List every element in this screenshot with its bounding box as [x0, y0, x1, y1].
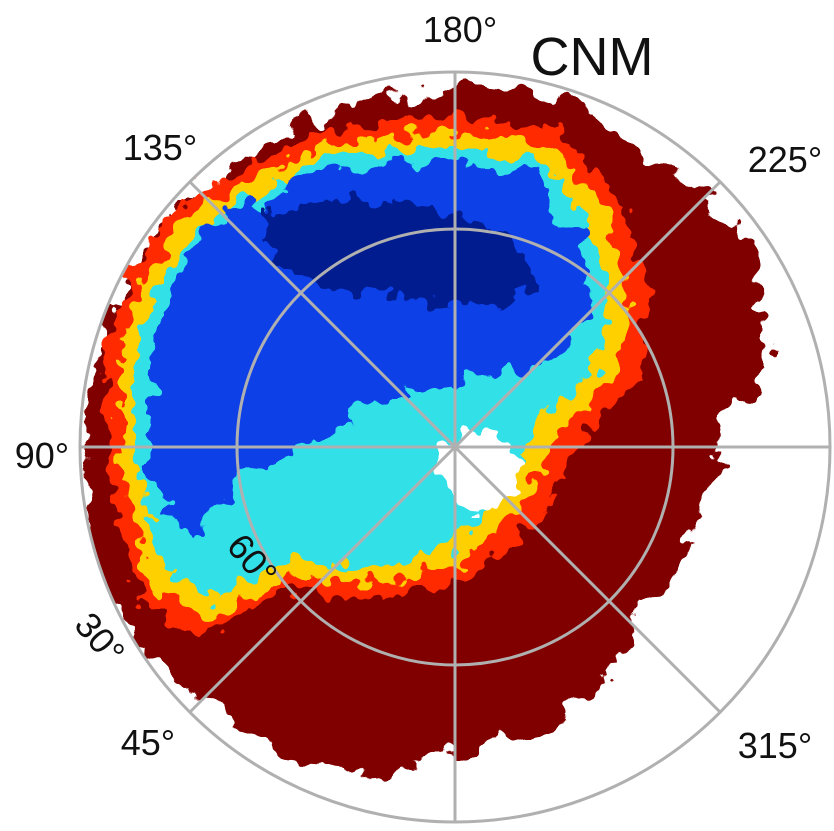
- longitude-label: 45°: [121, 722, 175, 763]
- map-title: CNM: [531, 27, 654, 87]
- graticule: [80, 72, 830, 822]
- longitude-label: 315°: [738, 725, 812, 766]
- longitude-label: 135°: [123, 127, 197, 168]
- longitude-label: 225°: [748, 139, 822, 180]
- intensity-field: [0, 0, 834, 831]
- longitude-label: 90°: [15, 435, 69, 476]
- page: 180° CNM 135° 225° 90° 45° 315° 60° 30° …: [0, 0, 834, 831]
- map: 180° CNM 135° 225° 90° 45° 315° 60° 30°: [0, 0, 834, 831]
- longitude-label: 180°: [423, 9, 497, 50]
